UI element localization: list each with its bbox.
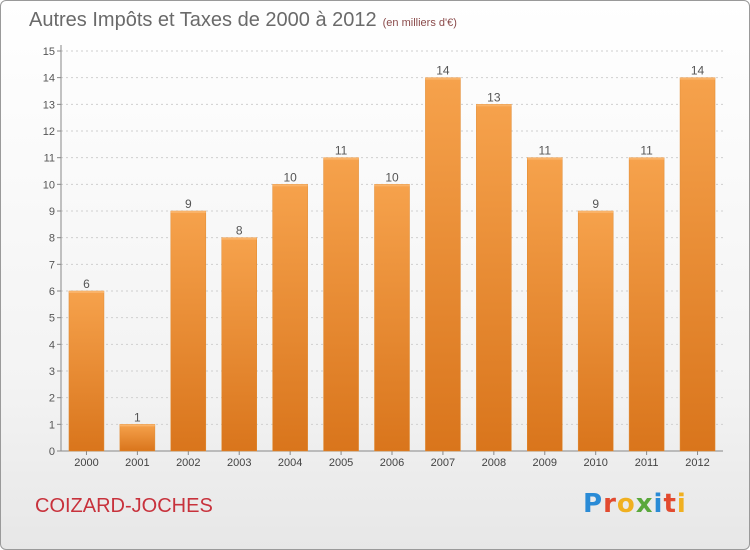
y-tick-label: 4 [49, 339, 55, 351]
x-tick-label: 2008 [482, 457, 506, 469]
labels: 0123456789101112131415620001200192002820… [43, 46, 710, 469]
logo-letter: r [603, 489, 617, 519]
y-tick-label: 2 [49, 393, 55, 405]
data-label: 9 [185, 197, 192, 211]
y-tick-label: 9 [49, 206, 55, 218]
y-tick-label: 1 [49, 419, 55, 431]
data-label: 11 [335, 144, 348, 158]
chart-title: Autres Impôts et Taxes de 2000 à 2012 (en… [29, 9, 457, 32]
x-tick-label: 2011 [635, 457, 659, 469]
x-tick-label: 2012 [685, 457, 709, 469]
chart-unit-label: (en milliers d'€) [382, 17, 457, 29]
logo-letter: i [676, 489, 687, 519]
bar-highlight [323, 157, 359, 160]
data-label: 6 [83, 277, 90, 291]
data-label: 14 [691, 64, 705, 78]
bar [323, 157, 359, 452]
y-tick-label: 14 [43, 73, 55, 85]
y-tick-label: 10 [43, 179, 55, 191]
data-label: 14 [436, 64, 450, 78]
x-tick-label: 2007 [431, 457, 455, 469]
bar [679, 77, 716, 452]
y-tick-label: 0 [49, 446, 55, 458]
bar-highlight [272, 184, 308, 187]
y-tick-label: 6 [49, 286, 55, 298]
y-tick-label: 7 [49, 259, 55, 271]
data-label: 13 [487, 90, 501, 104]
bar-highlight [374, 184, 410, 187]
x-tick-label: 2002 [176, 457, 200, 469]
bar [68, 290, 105, 452]
y-tick-label: 3 [49, 366, 55, 378]
data-label: 10 [283, 170, 297, 184]
bar-highlight [578, 211, 614, 213]
bar [221, 237, 257, 452]
y-tick-label: 11 [44, 153, 55, 165]
x-tick-label: 2000 [74, 457, 98, 469]
logo-letter: o [616, 489, 636, 519]
x-tick-label: 2001 [125, 457, 149, 469]
bar-highlight [425, 77, 461, 80]
bar [425, 77, 461, 452]
y-tick-label: 8 [49, 233, 55, 245]
logo-letter: i [653, 489, 664, 519]
y-tick-label: 13 [43, 99, 55, 111]
bar [272, 184, 308, 452]
bar-highlight [221, 237, 257, 240]
x-tick-label: 2003 [227, 457, 251, 469]
bar-highlight [476, 104, 512, 107]
bar [527, 157, 563, 452]
x-tick-label: 2006 [380, 457, 404, 469]
bar [119, 424, 156, 452]
data-label: 11 [640, 144, 653, 158]
logo-letter: t [663, 489, 677, 519]
x-tick-label: 2005 [329, 457, 353, 469]
logo-letter: x [635, 489, 654, 519]
x-tick-label: 2004 [278, 457, 302, 469]
bar-highlight [68, 291, 104, 293]
y-tick-label: 5 [49, 313, 55, 325]
bar [628, 157, 665, 452]
bar [170, 210, 207, 452]
bar [374, 184, 410, 452]
logo-letter: P [583, 489, 604, 519]
x-tick-label: 2010 [583, 457, 607, 469]
y-tick-label: 12 [43, 126, 55, 138]
bar-highlight [119, 424, 155, 427]
data-label: 11 [539, 144, 552, 158]
bar-highlight [527, 157, 563, 160]
proxiti-logo: Proxiti [583, 489, 687, 519]
bar-highlight [170, 211, 206, 213]
bar-highlight [629, 157, 665, 160]
data-label: 8 [236, 224, 243, 238]
bar-highlight [680, 77, 716, 80]
commune-name: COIZARD-JOCHES [35, 495, 213, 517]
data-label: 9 [592, 197, 599, 211]
data-label: 1 [134, 410, 141, 424]
chart-title-text: Autres Impôts et Taxes de 2000 à 2012 [29, 9, 377, 31]
bar [476, 104, 512, 452]
bar [577, 210, 614, 452]
y-tick-label: 15 [43, 46, 55, 58]
x-tick-label: 2009 [533, 457, 557, 469]
data-label: 10 [385, 170, 399, 184]
bars [68, 77, 716, 452]
